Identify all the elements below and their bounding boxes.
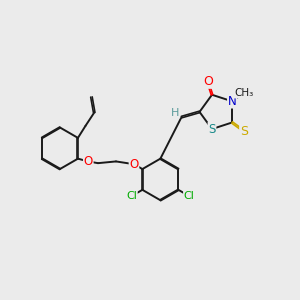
Text: S: S — [240, 124, 248, 137]
Text: S: S — [208, 122, 216, 136]
Text: O: O — [129, 158, 139, 171]
Text: H: H — [171, 108, 179, 118]
Text: O: O — [203, 75, 213, 88]
Text: N: N — [228, 95, 236, 108]
Text: CH₃: CH₃ — [234, 88, 254, 98]
Text: O: O — [84, 155, 93, 168]
Text: Cl: Cl — [126, 191, 137, 201]
Text: Cl: Cl — [184, 191, 195, 201]
